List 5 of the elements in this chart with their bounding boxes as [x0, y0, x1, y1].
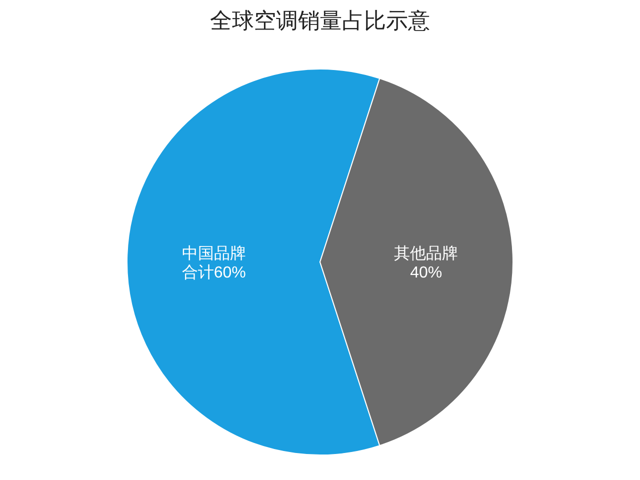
chart-title: 全球空调销量占比示意	[210, 8, 430, 33]
data-label: 40%	[410, 264, 442, 282]
data-label: 合计60%	[182, 264, 246, 282]
slice-label: 其他品牌	[394, 244, 458, 262]
slice-label: 中国品牌	[182, 244, 246, 262]
